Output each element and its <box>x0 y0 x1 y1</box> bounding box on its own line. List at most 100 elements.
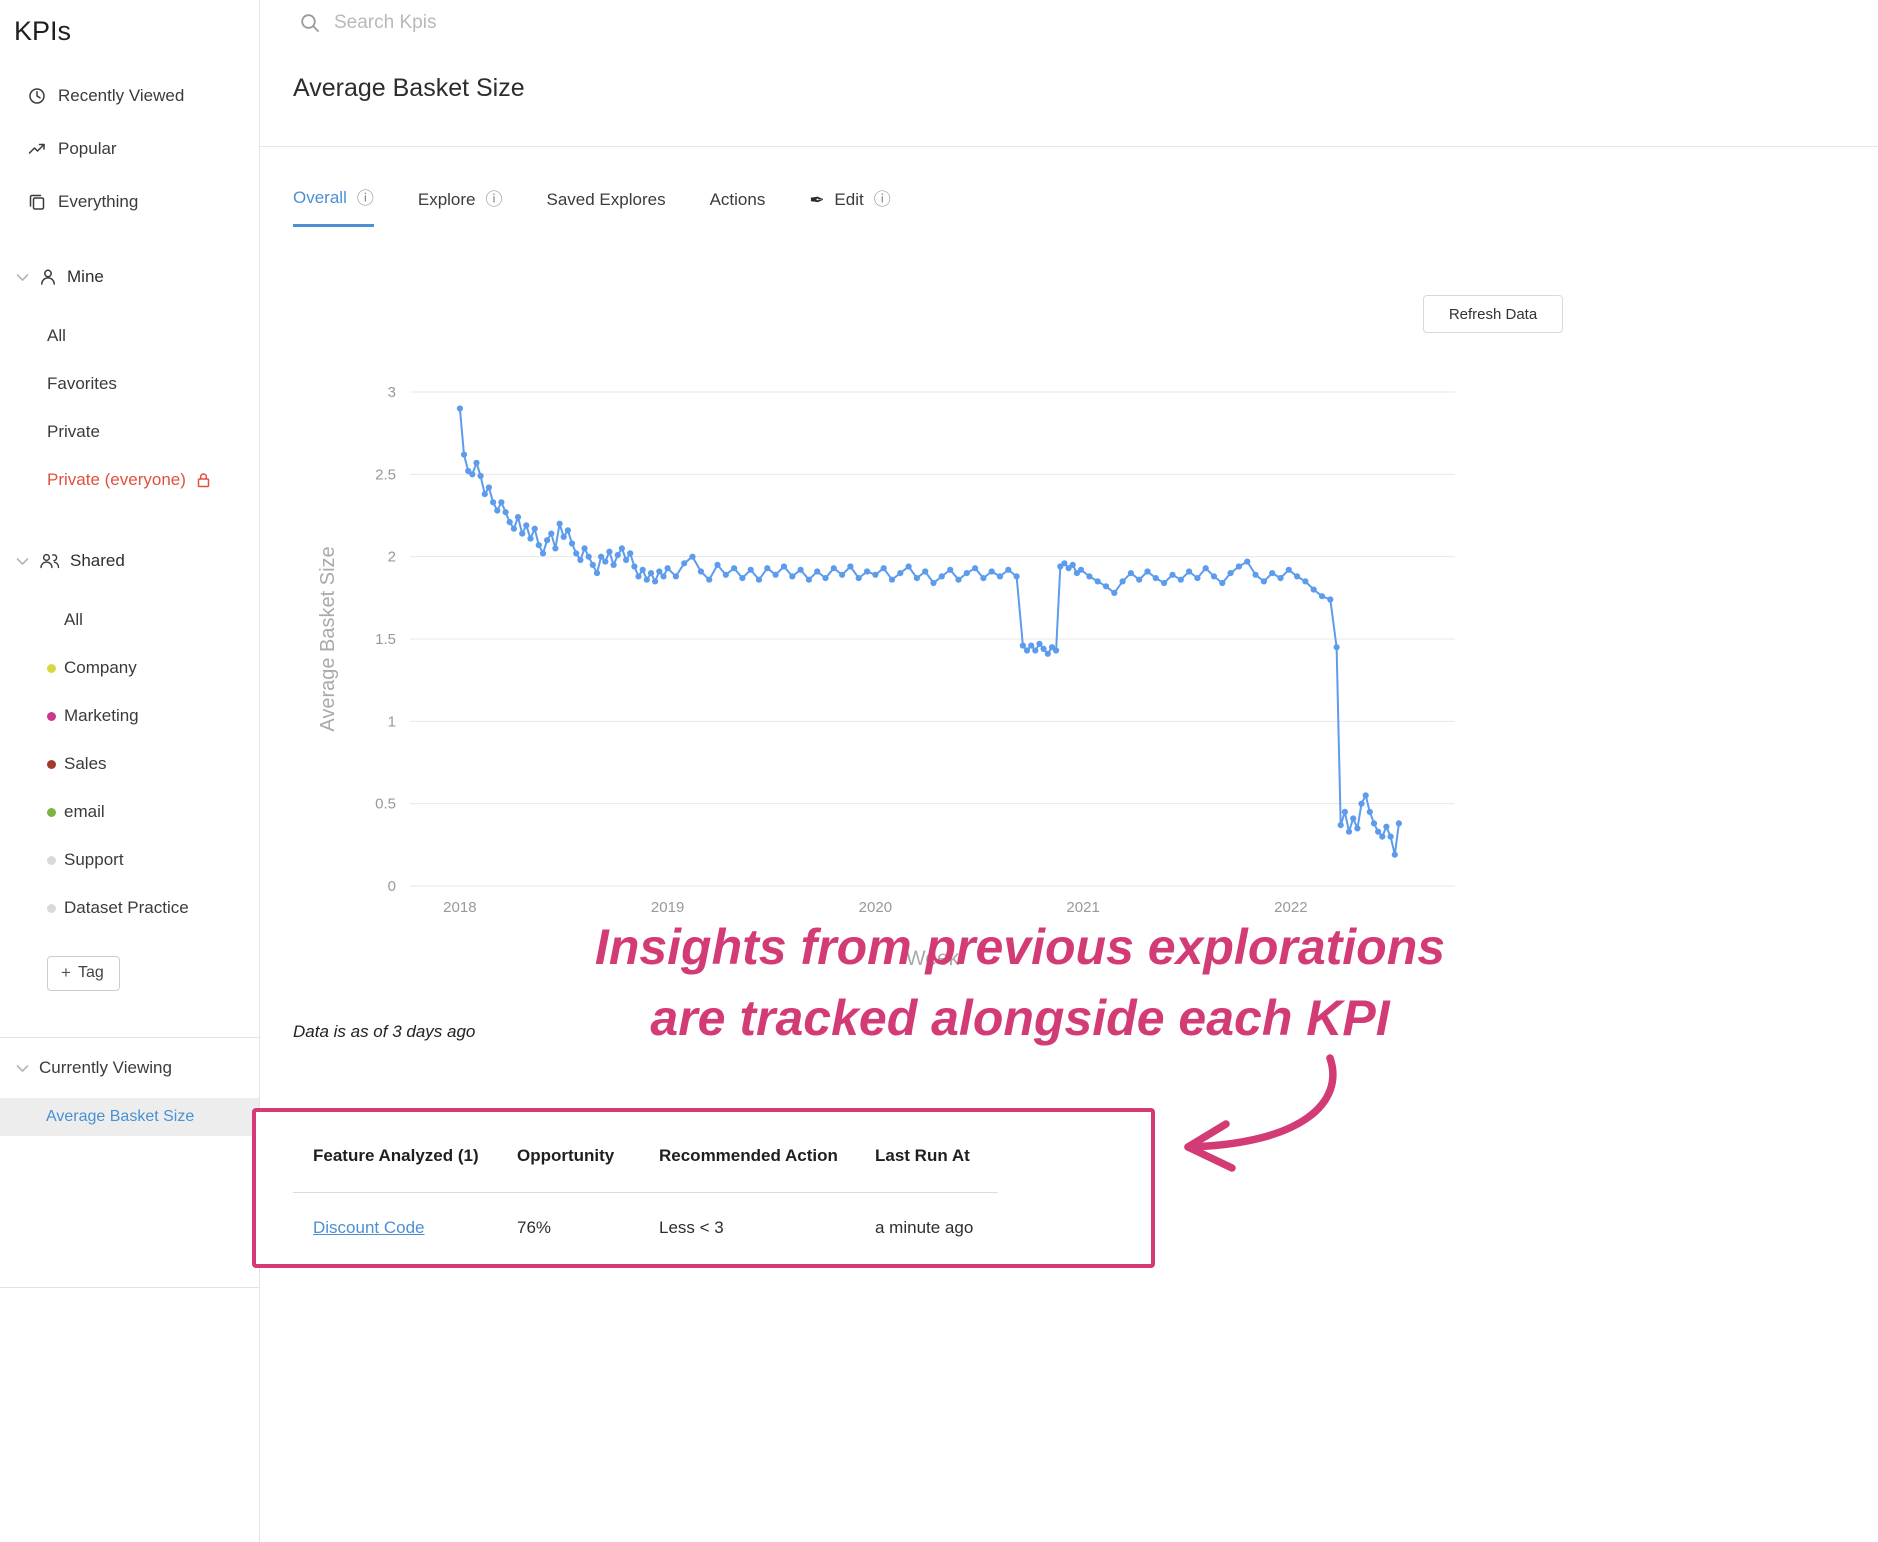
sidebar-section-mine: Mine All Favorites Private Private (ever… <box>0 252 259 504</box>
item-label: All <box>64 610 83 629</box>
tab-label: Overall <box>293 188 347 207</box>
col-opportunity: Opportunity <box>517 1146 615 1165</box>
tag-dot <box>47 855 56 865</box>
currently-viewing-header[interactable]: Currently Viewing <box>0 1038 259 1090</box>
main-content: Average Basket Size Overall ⓘ Explore ⓘ … <box>260 0 1878 1542</box>
search-input[interactable] <box>334 12 754 34</box>
sidebar-section-shared: Shared All Company Marketing Sales email… <box>0 536 259 932</box>
recommended-action-value: Less < 3 <box>659 1218 724 1237</box>
insights-table-header: Feature Analyzed (1) Opportunity Recomme… <box>313 1146 1131 1166</box>
tab-label: Explore <box>417 189 476 209</box>
sidebar-title: KPIs <box>14 16 72 46</box>
info-icon[interactable]: ⓘ <box>873 190 891 209</box>
svg-text:2019: 2019 <box>651 899 684 916</box>
tab-explore[interactable]: Explore ⓘ <box>418 188 503 227</box>
svg-text:2: 2 <box>388 549 396 566</box>
sidebar-section-label: Shared <box>70 551 125 570</box>
tag-dot <box>47 663 56 673</box>
item-label: email <box>64 802 105 821</box>
item-label: Private <box>47 422 100 441</box>
sidebar-item-email[interactable]: email <box>0 788 259 836</box>
trending-up-icon <box>28 143 45 154</box>
selected-kpi-label: Average Basket Size <box>46 1108 195 1125</box>
tab-actions[interactable]: Actions <box>710 188 766 227</box>
sidebar-section-label: Mine <box>67 267 104 286</box>
svg-text:2021: 2021 <box>1066 899 1099 916</box>
col-recommended-action: Recommended Action <box>659 1146 838 1165</box>
sidebar-divider <box>0 1037 259 1038</box>
chevron-down-icon <box>16 1064 29 1072</box>
search-icon <box>301 14 319 32</box>
sidebar-item-private[interactable]: Private <box>0 408 259 456</box>
person-icon <box>41 269 55 285</box>
sidebar-item-everything[interactable]: Everything <box>0 175 259 228</box>
mine-items: All Favorites Private Private (everyone) <box>0 312 259 504</box>
sidebar-shared-header[interactable]: Shared <box>0 536 259 586</box>
info-icon[interactable]: ⓘ <box>356 188 374 208</box>
chevron-down-icon <box>16 557 29 565</box>
svg-text:0.5: 0.5 <box>375 796 396 813</box>
item-label: Dataset Practice <box>64 898 189 917</box>
item-label: Company <box>64 658 137 677</box>
sidebar-item-favorites[interactable]: Favorites <box>0 360 259 408</box>
tag-dot <box>47 807 56 817</box>
tab-edit[interactable]: ✒ Edit ⓘ <box>809 188 890 227</box>
insights-table-row: Discount Code 76% Less < 3 a minute ago <box>313 1218 1131 1238</box>
header-divider <box>260 146 1878 147</box>
svg-text:Average Basket Size: Average Basket Size <box>317 546 339 731</box>
col-feature-analyzed: Feature Analyzed (1) <box>313 1146 479 1165</box>
feature-link-discount-code[interactable]: Discount Code <box>313 1218 425 1237</box>
sidebar-item-company[interactable]: Company <box>0 644 259 692</box>
insights-header-divider <box>293 1192 998 1193</box>
sidebar-item-mine-all[interactable]: All <box>0 312 259 360</box>
info-icon[interactable]: ⓘ <box>485 190 503 209</box>
opportunity-value: 76% <box>517 1218 552 1237</box>
chevron-down-icon <box>16 273 29 281</box>
sidebar-bottom-divider <box>0 1287 260 1288</box>
tab-saved-explores[interactable]: Saved Explores <box>547 188 666 227</box>
sidebar-item-recently-viewed[interactable]: Recently Viewed <box>0 69 259 122</box>
sidebar-item-support[interactable]: Support <box>0 836 259 884</box>
svg-text:3: 3 <box>388 384 396 401</box>
lock-icon <box>197 473 210 488</box>
item-label: All <box>47 326 66 345</box>
tab-bar: Overall ⓘ Explore ⓘ Saved Explores Actio… <box>293 188 891 227</box>
sidebar-mine-header[interactable]: Mine <box>0 252 259 302</box>
data-freshness-note: Data is as of 3 days ago <box>293 1022 476 1041</box>
currently-viewing-label: Currently Viewing <box>39 1058 172 1077</box>
sidebar-item-dataset-practice[interactable]: Dataset Practice <box>0 884 259 932</box>
tag-dot <box>47 711 56 721</box>
tab-overall[interactable]: Overall ⓘ <box>293 188 374 227</box>
sidebar-item-private-everyone[interactable]: Private (everyone) <box>0 456 259 504</box>
sidebar-item-marketing[interactable]: Marketing <box>0 692 259 740</box>
tab-label: Edit <box>834 189 864 209</box>
svg-text:2020: 2020 <box>859 899 892 916</box>
tag-dot <box>47 759 56 769</box>
add-tag-button[interactable]: + Tag <box>47 956 120 991</box>
svg-text:1: 1 <box>388 713 396 730</box>
shared-items: All Company Marketing Sales email Suppor… <box>0 596 259 932</box>
sidebar-top-items: Recently Viewed Popular Everything <box>0 69 259 228</box>
tag-button-label: Tag <box>77 964 104 981</box>
kpi-line-chart: 0 0.5 1 1.5 2 2.5 3 2018 2019 2020 2021 2022 Week Ave… <box>317 384 1455 970</box>
sidebar-item-sales[interactable]: Sales <box>0 740 259 788</box>
item-label: Favorites <box>47 374 117 393</box>
svg-text:1.5: 1.5 <box>375 631 396 648</box>
svg-text:2022: 2022 <box>1274 899 1307 916</box>
sidebar-item-popular[interactable]: Popular <box>0 122 259 175</box>
svg-text:2.5: 2.5 <box>375 466 396 483</box>
item-label: Support <box>64 850 124 869</box>
currently-viewing-selected-kpi[interactable]: Average Basket Size <box>0 1098 259 1136</box>
svg-text:2018: 2018 <box>443 899 476 916</box>
last-run-value: a minute ago <box>875 1218 974 1237</box>
item-label: Private (everyone) <box>47 470 186 489</box>
sidebar: KPIs Recently Viewed Popular Everything … <box>0 0 260 1542</box>
item-label: Marketing <box>64 706 139 725</box>
sidebar-item-shared-all[interactable]: All <box>0 596 259 644</box>
tag-dot <box>47 903 56 913</box>
sidebar-item-label: Everything <box>58 191 139 211</box>
svg-text:0: 0 <box>388 878 396 895</box>
page-title: Average Basket Size <box>293 74 525 102</box>
refresh-data-button[interactable]: Refresh Data <box>1423 295 1563 333</box>
